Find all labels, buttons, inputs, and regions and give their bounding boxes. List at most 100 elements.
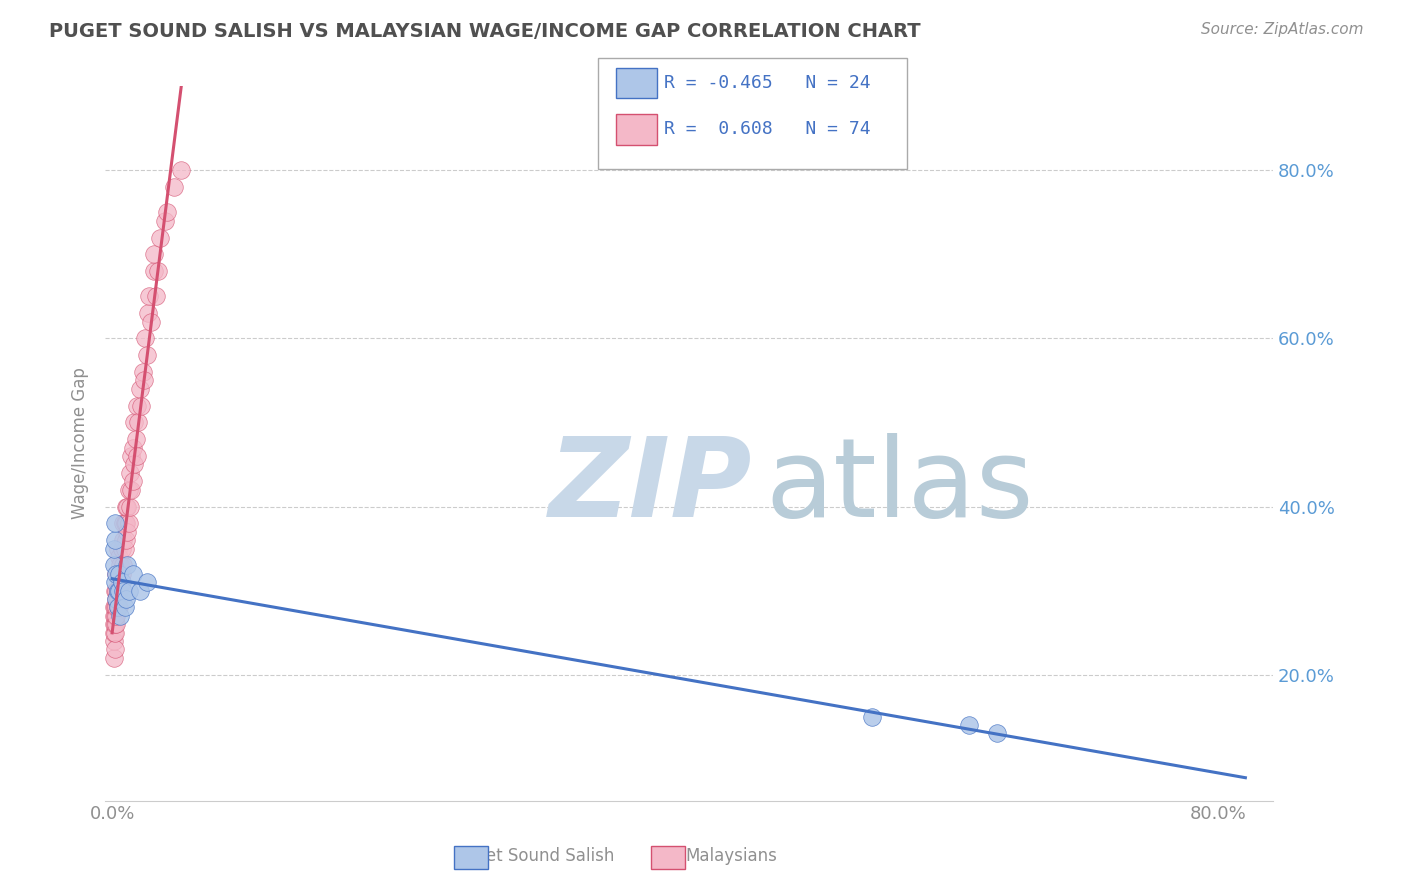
Point: [117, 500, 139, 514]
Point: [125, 399, 148, 413]
Point: [121, 441, 143, 455]
Point: [121, 566, 143, 581]
Point: [114, 541, 136, 556]
Point: [135, 575, 157, 590]
Point: [128, 583, 150, 598]
Point: [104, 608, 127, 623]
Point: [105, 591, 128, 606]
Point: [108, 583, 131, 598]
Point: [105, 566, 128, 581]
Point: [105, 583, 128, 598]
Point: [105, 608, 128, 623]
Point: [136, 306, 159, 320]
Point: [110, 558, 132, 573]
Point: [118, 583, 141, 598]
Point: [111, 541, 134, 556]
Point: [108, 549, 131, 564]
Text: Puget Sound Salish: Puget Sound Salish: [454, 847, 614, 865]
Point: [145, 289, 167, 303]
Point: [142, 247, 165, 261]
Point: [114, 516, 136, 531]
Point: [104, 583, 127, 598]
Text: Malaysians: Malaysians: [685, 847, 778, 865]
Point: [103, 600, 125, 615]
Point: [112, 533, 135, 548]
Point: [115, 591, 138, 606]
Point: [104, 575, 127, 590]
Point: [107, 591, 129, 606]
Point: [104, 533, 127, 548]
Point: [108, 600, 131, 615]
Point: [146, 264, 169, 278]
Point: [103, 625, 125, 640]
Point: [107, 583, 129, 598]
Point: [129, 399, 152, 413]
Point: [103, 634, 125, 648]
Point: [135, 348, 157, 362]
Point: [107, 566, 129, 581]
Text: R =  0.608   N = 74: R = 0.608 N = 74: [664, 120, 870, 138]
Point: [112, 516, 135, 531]
Point: [114, 600, 136, 615]
Point: [108, 566, 131, 581]
Point: [170, 163, 193, 178]
Text: atlas: atlas: [765, 433, 1033, 540]
Point: [124, 432, 146, 446]
Point: [107, 600, 129, 615]
Point: [105, 617, 128, 632]
Point: [122, 458, 145, 472]
Point: [120, 466, 142, 480]
Point: [128, 382, 150, 396]
Point: [122, 416, 145, 430]
Point: [112, 583, 135, 598]
Point: [108, 583, 131, 598]
Point: [118, 483, 141, 497]
Point: [860, 709, 883, 723]
Point: [156, 205, 179, 219]
Point: [139, 315, 162, 329]
Point: [104, 617, 127, 632]
Point: [153, 214, 176, 228]
Point: [105, 566, 128, 581]
Point: [103, 541, 125, 556]
Point: [132, 374, 155, 388]
Point: [108, 566, 131, 581]
Point: [121, 483, 143, 497]
Point: [104, 516, 127, 531]
Point: [118, 516, 141, 531]
Point: [115, 500, 138, 514]
Point: [104, 642, 127, 657]
Point: [104, 600, 127, 615]
Point: [142, 264, 165, 278]
Point: [117, 558, 139, 573]
Point: [125, 449, 148, 463]
Point: [111, 583, 134, 598]
Point: [120, 500, 142, 514]
Point: [107, 583, 129, 598]
Text: PUGET SOUND SALISH VS MALAYSIAN WAGE/INCOME GAP CORRELATION CHART: PUGET SOUND SALISH VS MALAYSIAN WAGE/INC…: [49, 22, 921, 41]
Point: [121, 475, 143, 489]
Y-axis label: Wage/Income Gap: Wage/Income Gap: [72, 368, 89, 519]
Point: [117, 524, 139, 539]
Point: [111, 566, 134, 581]
Point: [104, 625, 127, 640]
Point: [111, 575, 134, 590]
Point: [105, 600, 128, 615]
Point: [107, 541, 129, 556]
Point: [112, 558, 135, 573]
Point: [986, 726, 1008, 740]
Point: [110, 575, 132, 590]
Point: [957, 718, 980, 732]
Text: ZIP: ZIP: [548, 433, 752, 540]
Point: [121, 449, 143, 463]
Point: [163, 180, 186, 194]
Point: [103, 558, 125, 573]
Point: [103, 608, 125, 623]
Text: Source: ZipAtlas.com: Source: ZipAtlas.com: [1201, 22, 1364, 37]
Point: [115, 516, 138, 531]
Point: [127, 416, 149, 430]
Point: [103, 617, 125, 632]
Point: [138, 289, 160, 303]
Text: R = -0.465   N = 24: R = -0.465 N = 24: [664, 74, 870, 92]
Point: [115, 533, 138, 548]
